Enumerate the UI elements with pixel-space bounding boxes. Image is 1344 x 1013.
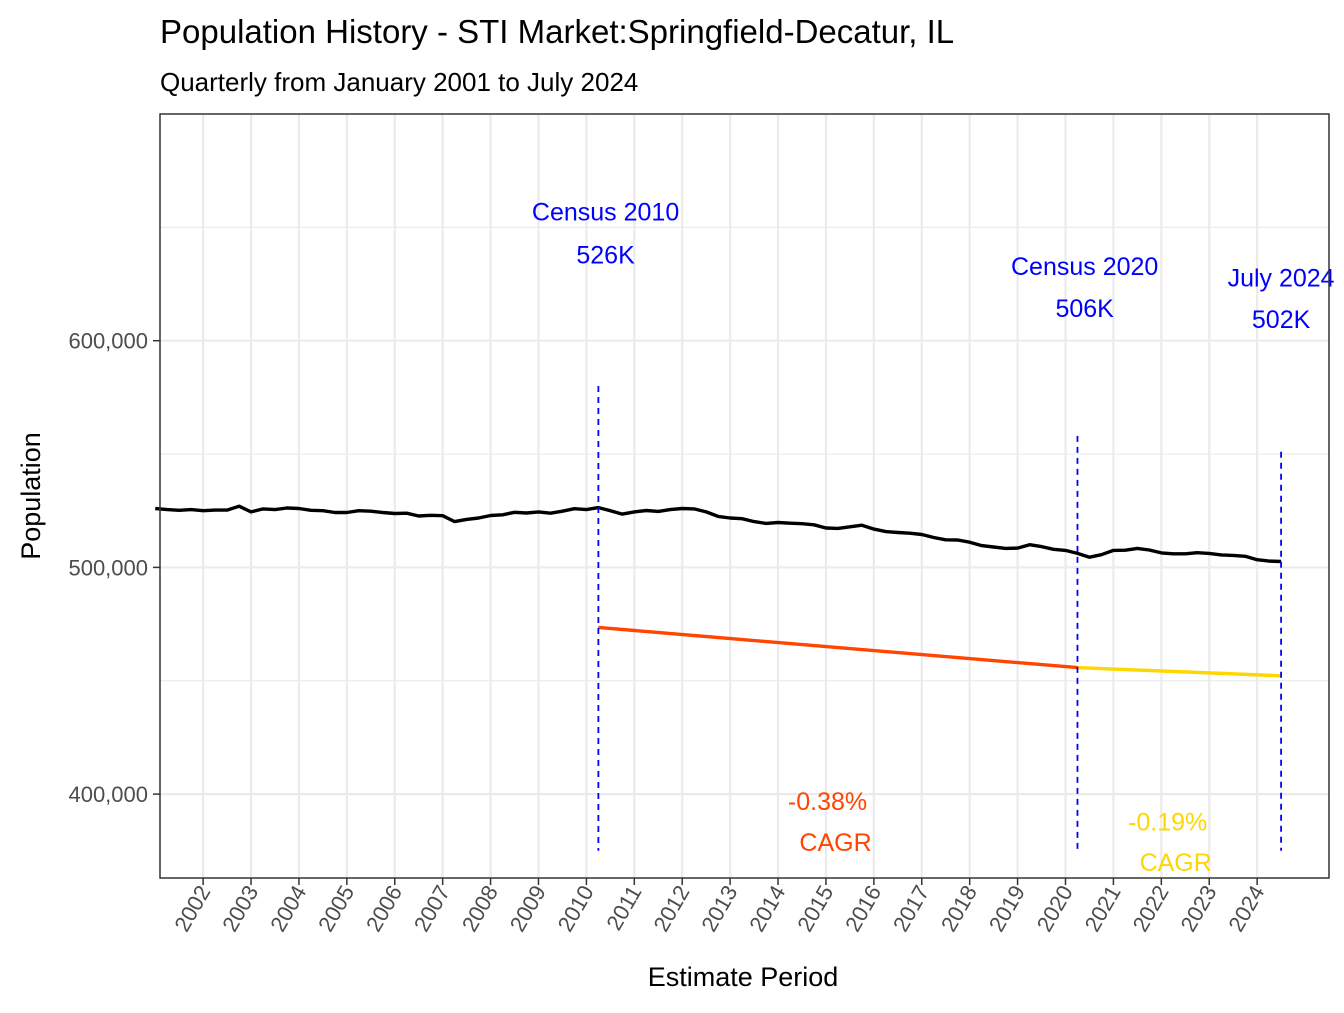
- x-tick-label: 2017: [888, 881, 934, 936]
- plot-border: [159, 113, 1330, 879]
- y-tick-label: 400,000: [68, 782, 148, 807]
- x-tick-label: 2015: [792, 881, 838, 936]
- x-tick-label: 2003: [217, 881, 263, 936]
- y-tick-label: 500,000: [68, 555, 148, 580]
- x-tick-label: 2013: [696, 881, 742, 936]
- x-tick-label: 2024: [1223, 881, 1269, 936]
- annotation-label: Census 2010: [532, 199, 679, 227]
- annotation-label: July 2024: [1228, 264, 1335, 292]
- series-line-population: [155, 504, 1282, 564]
- x-tick-label: 2004: [265, 881, 311, 936]
- x-tick-label: 2022: [1128, 881, 1174, 936]
- chart-title: Population History - STI Market:Springfi…: [160, 13, 954, 50]
- x-tick-label: 2016: [840, 881, 886, 936]
- x-tick-label: 2007: [409, 881, 455, 936]
- series-line-cagr-1: [598, 625, 1078, 670]
- annotation-label: Census 2020: [1011, 253, 1158, 281]
- cagr-rate-label: -0.19%: [1128, 808, 1207, 836]
- x-tick-label: 2020: [1032, 881, 1078, 936]
- x-tick-label: 2005: [313, 881, 359, 936]
- y-axis-label: Population: [16, 432, 46, 560]
- x-tick-label: 2018: [936, 881, 982, 936]
- plot-area: Census 2010 526K Census 2020 506K July 2024 5…: [68, 113, 1335, 936]
- cagr-rate-label: -0.38%: [788, 788, 867, 816]
- x-tick-label: 2023: [1175, 881, 1221, 936]
- annotation-value: 506K: [1055, 295, 1114, 323]
- x-tick-label: 2010: [553, 881, 599, 936]
- annotation-value: 502K: [1252, 306, 1311, 334]
- y-tick-label: 600,000: [68, 329, 148, 354]
- x-tick-label: 2006: [361, 881, 407, 936]
- x-tick-label: 2021: [1080, 881, 1126, 936]
- x-tick-label: 2009: [505, 881, 551, 936]
- x-tick-label: 2011: [601, 881, 646, 934]
- chart-subtitle: Quarterly from January 2001 to July 2024: [160, 67, 638, 97]
- x-tick-label: 2019: [984, 881, 1030, 936]
- cagr-text-label: CAGR: [799, 829, 871, 857]
- cagr-text-label: CAGR: [1140, 849, 1212, 877]
- annotation-value: 526K: [576, 242, 635, 270]
- x-tick-label: 2002: [169, 881, 215, 936]
- x-tick-label: 2014: [744, 881, 790, 936]
- x-tick-label: 2012: [648, 881, 694, 936]
- x-axis-label: Estimate Period: [648, 962, 839, 992]
- x-tick-label: 2008: [457, 881, 503, 936]
- plot-panel: [160, 114, 1329, 878]
- series-line-cagr-2: [1077, 665, 1282, 678]
